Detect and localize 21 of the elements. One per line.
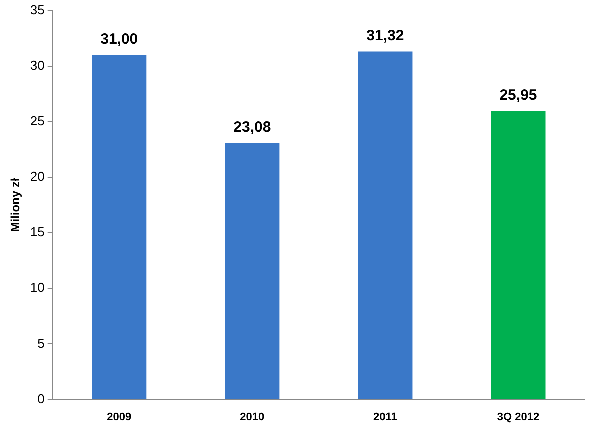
y-tick-label: 35: [30, 2, 45, 18]
x-tick-label: 3Q 2012: [497, 411, 540, 424]
data-label: 31,00: [100, 30, 138, 48]
y-tick-label: 20: [30, 169, 45, 184]
data-label: 31,32: [366, 27, 404, 44]
y-tick-label: 10: [30, 280, 45, 296]
data-label: 23,08: [234, 118, 272, 136]
y-tick-label: 0: [38, 391, 45, 406]
y-tick-label: 5: [38, 336, 45, 351]
bar: [491, 111, 546, 400]
data-label: 25,95: [500, 87, 538, 104]
x-tick-label: 2010: [240, 411, 265, 424]
y-tick-label: 25: [30, 114, 45, 129]
bar: [358, 52, 413, 400]
y-tick-label: 15: [30, 224, 45, 240]
bar: [92, 55, 147, 400]
y-tick-label: 30: [30, 58, 45, 73]
x-tick-label: 2011: [374, 411, 398, 424]
bar: [225, 143, 280, 400]
y-axis-title: Miliony zł: [8, 178, 23, 232]
x-tick-label: 2009: [107, 411, 132, 424]
